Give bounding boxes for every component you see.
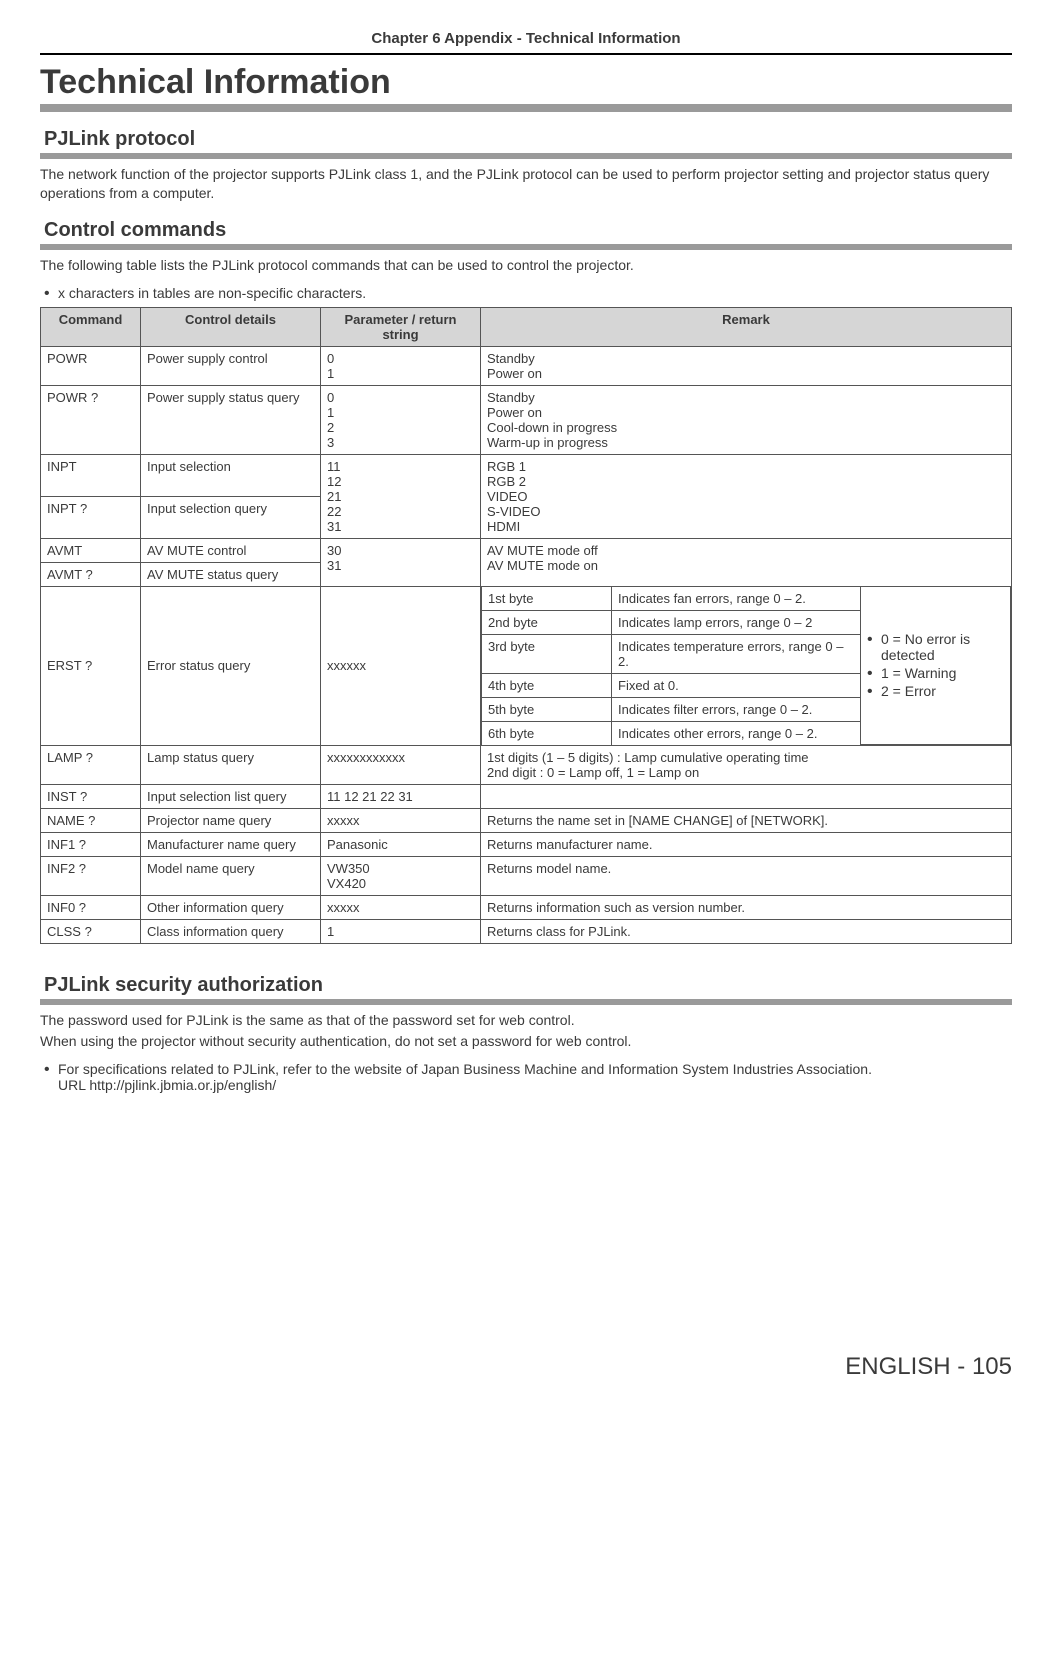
cell-cmd: NAME ? [41, 809, 141, 833]
cell-cmd: INPT ? [41, 496, 141, 538]
cell-remark: Returns information such as version numb… [481, 896, 1012, 920]
cell-cmd: INF1 ? [41, 833, 141, 857]
cell-detail: Other information query [141, 896, 321, 920]
cell-detail: Error status query [141, 586, 321, 746]
cell-param: 30 31 [321, 538, 481, 586]
cell-detail: AV MUTE status query [141, 562, 321, 586]
commands-table: Command Control details Parameter / retu… [40, 307, 1012, 945]
cell-cmd: INF0 ? [41, 896, 141, 920]
cell-detail: Input selection query [141, 496, 321, 538]
page-title: Technical Information [40, 63, 1012, 112]
table-row: POWR Power supply control 0 1 Standby Po… [41, 346, 1012, 385]
section-control-commands: Control commands [40, 217, 1012, 250]
col-header-command: Command [41, 307, 141, 346]
cell-detail: Power supply control [141, 346, 321, 385]
table-row: NAME ? Projector name query xxxxx Return… [41, 809, 1012, 833]
section-security: PJLink security authorization [40, 972, 1012, 1005]
table-row: AVMT AV MUTE control 30 31 AV MUTE mode … [41, 538, 1012, 562]
table-row: INPT Input selection 11 12 21 22 31 RGB … [41, 454, 1012, 496]
section-pjlink-protocol: PJLink protocol [40, 126, 1012, 159]
chapter-header: Chapter 6 Appendix - Technical Informati… [40, 30, 1012, 55]
cell-detail: Lamp status query [141, 746, 321, 785]
cell-detail: Projector name query [141, 809, 321, 833]
cell-detail: Input selection [141, 454, 321, 496]
cell-remark-erst: 1st byte Indicates fan errors, range 0 –… [481, 586, 1012, 746]
cell-param: 0 1 2 3 [321, 385, 481, 454]
table-row: CLSS ? Class information query 1 Returns… [41, 920, 1012, 944]
cell-detail: Class information query [141, 920, 321, 944]
erst-byte-label: 1st byte [482, 587, 612, 611]
cell-detail: AV MUTE control [141, 538, 321, 562]
erst-byte-label: 2nd byte [482, 610, 612, 634]
table-row-erst: ERST ? Error status query xxxxxx 1st byt… [41, 586, 1012, 746]
cell-cmd: CLSS ? [41, 920, 141, 944]
cell-param: xxxxxxxxxxxx [321, 746, 481, 785]
erst-byte-label: 5th byte [482, 697, 612, 721]
security-url: URL http://pjlink.jbmia.or.jp/english/ [58, 1077, 276, 1093]
cell-param: 11 12 21 22 31 [321, 454, 481, 538]
cell-param: 11 12 21 22 31 [321, 785, 481, 809]
cell-param: xxxxx [321, 809, 481, 833]
cell-cmd: AVMT [41, 538, 141, 562]
cell-cmd: ERST ? [41, 586, 141, 746]
erst-legend: 0 = No error is detected 1 = Warning 2 =… [861, 587, 1011, 745]
cell-detail: Model name query [141, 857, 321, 896]
erst-byte-label: 3rd byte [482, 634, 612, 673]
cell-param: Panasonic [321, 833, 481, 857]
cell-cmd: POWR [41, 346, 141, 385]
table-row: INF2 ? Model name query VW350 VX420 Retu… [41, 857, 1012, 896]
cell-remark: 1st digits (1 – 5 digits) : Lamp cumulat… [481, 746, 1012, 785]
control-commands-intro: The following table lists the PJLink pro… [40, 256, 1012, 275]
cell-cmd: LAMP ? [41, 746, 141, 785]
cell-remark: Returns the name set in [NAME CHANGE] of… [481, 809, 1012, 833]
erst-byte-desc: Indicates temperature errors, range 0 – … [612, 634, 861, 673]
erst-byte-label: 6th byte [482, 721, 612, 745]
cell-param: xxxxxx [321, 586, 481, 746]
security-text-1: The password used for PJLink is the same… [40, 1011, 1012, 1030]
security-text-2: When using the projector without securit… [40, 1032, 1012, 1051]
page-footer: ENGLISH - 105 [40, 1353, 1012, 1381]
cell-remark: RGB 1 RGB 2 VIDEO S-VIDEO HDMI [481, 454, 1012, 538]
erst-byte-desc: Fixed at 0. [612, 673, 861, 697]
erst-byte-desc: Indicates fan errors, range 0 – 2. [612, 587, 861, 611]
cell-cmd: INPT [41, 454, 141, 496]
security-bullet: For specifications related to PJLink, re… [58, 1061, 1012, 1093]
erst-legend-item: 1 = Warning [881, 665, 1004, 681]
table-row: INF1 ? Manufacturer name query Panasonic… [41, 833, 1012, 857]
cell-param: 1 [321, 920, 481, 944]
cell-remark: Standby Power on [481, 346, 1012, 385]
erst-byte-desc: Indicates other errors, range 0 – 2. [612, 721, 861, 745]
cell-param: 0 1 [321, 346, 481, 385]
col-header-remark: Remark [481, 307, 1012, 346]
cell-detail: Manufacturer name query [141, 833, 321, 857]
col-header-param: Parameter / return string [321, 307, 481, 346]
control-commands-note: x characters in tables are non-specific … [58, 285, 1012, 301]
cell-detail: Power supply status query [141, 385, 321, 454]
cell-remark: Returns model name. [481, 857, 1012, 896]
cell-detail: Input selection list query [141, 785, 321, 809]
cell-remark: Returns manufacturer name. [481, 833, 1012, 857]
table-row: INST ? Input selection list query 11 12 … [41, 785, 1012, 809]
erst-legend-item: 2 = Error [881, 683, 1004, 699]
erst-byte-label: 4th byte [482, 673, 612, 697]
cell-remark: AV MUTE mode off AV MUTE mode on [481, 538, 1012, 586]
cell-cmd: INST ? [41, 785, 141, 809]
cell-remark: Returns class for PJLink. [481, 920, 1012, 944]
cell-remark: Standby Power on Cool-down in progress W… [481, 385, 1012, 454]
cell-cmd: AVMT ? [41, 562, 141, 586]
cell-cmd: INF2 ? [41, 857, 141, 896]
pjlink-protocol-text: The network function of the projector su… [40, 165, 1012, 203]
table-row: POWR ? Power supply status query 0 1 2 3… [41, 385, 1012, 454]
cell-cmd: POWR ? [41, 385, 141, 454]
security-bullet-text: For specifications related to PJLink, re… [58, 1061, 872, 1077]
erst-byte-desc: Indicates filter errors, range 0 – 2. [612, 697, 861, 721]
cell-param: xxxxx [321, 896, 481, 920]
col-header-details: Control details [141, 307, 321, 346]
erst-legend-item: 0 = No error is detected [881, 631, 1004, 663]
table-row: LAMP ? Lamp status query xxxxxxxxxxxx 1s… [41, 746, 1012, 785]
erst-byte-desc: Indicates lamp errors, range 0 – 2 [612, 610, 861, 634]
cell-remark [481, 785, 1012, 809]
table-row: INF0 ? Other information query xxxxx Ret… [41, 896, 1012, 920]
cell-param: VW350 VX420 [321, 857, 481, 896]
